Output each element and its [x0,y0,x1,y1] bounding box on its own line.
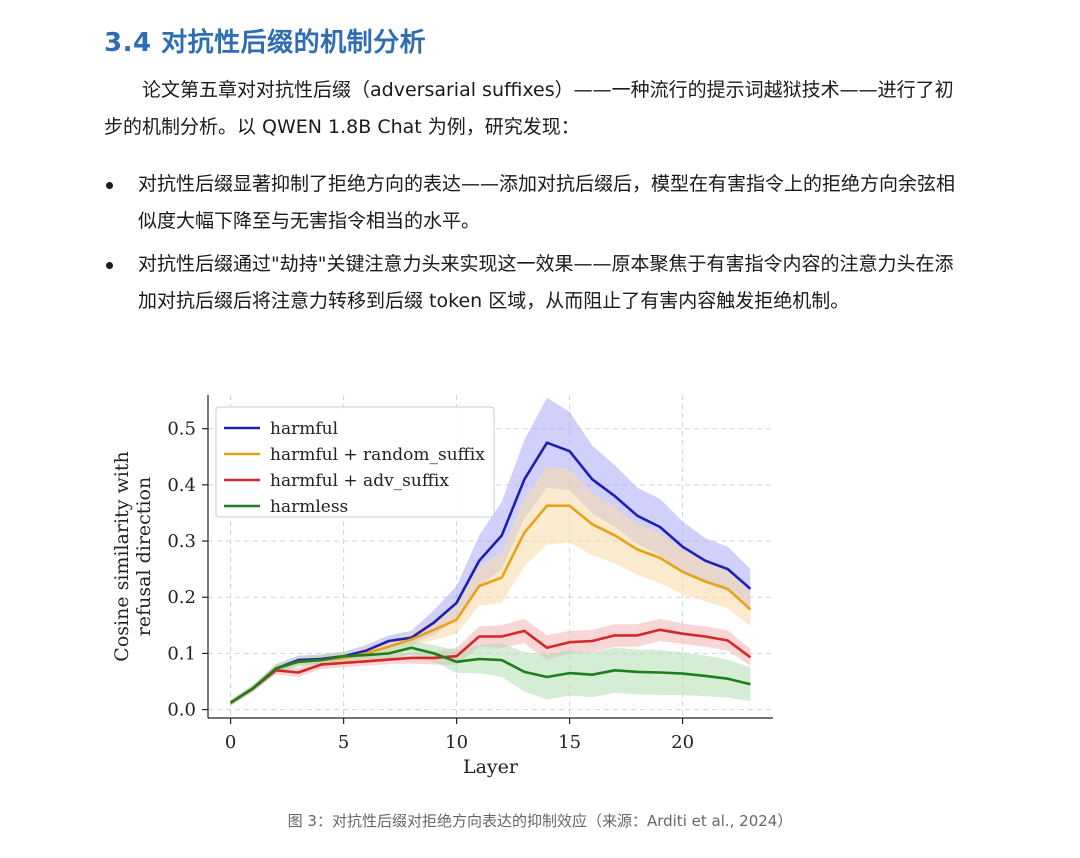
y-tick-label: 0.0 [167,700,196,721]
y-tick-label: 0.3 [167,531,196,552]
x-tick-label: 5 [338,732,349,753]
legend-entry: harmful [270,419,338,439]
finding-item: 对抗性后缀显著抑制了拒绝方向的表达——添加对抗后缀后，模型在有害指令上的拒绝方向… [104,166,964,240]
confidence-band [230,466,751,706]
confidence-band [230,397,751,706]
finding-text: 对抗性后缀显著抑制了拒绝方向的表达——添加对抗后缀后，模型在有害指令上的拒绝方向… [138,173,956,232]
section-heading: 3.4 对抗性后缀的机制分析 [104,28,427,58]
x-axis-label: Layer [463,756,519,778]
y-tick-label: 0.2 [167,587,196,608]
bullet-dot-icon [106,182,113,189]
legend-entry: harmful + random_suffix [270,445,485,465]
findings-list: 对抗性后缀显著抑制了拒绝方向的表达——添加对抗后缀后，模型在有害指令上的拒绝方向… [104,166,964,326]
intro-paragraph: 论文第五章对对抗性后缀（adversarial suffixes）——一种流行的… [104,72,964,146]
y-tick-label: 0.1 [167,643,196,664]
legend-box [215,406,495,518]
y-axis-label-line1: Cosine similarity with [111,451,133,661]
finding-text: 对抗性后缀通过"劫持"关键注意力头来实现这一效果——原本聚焦于有害指令内容的注意… [138,253,954,312]
y-tick-label: 0.5 [167,419,196,440]
x-tick-label: 0 [225,732,236,753]
x-tick-label: 20 [671,732,694,753]
intro-text: 论文第五章对对抗性后缀（adversarial suffixes）——一种流行的… [104,79,954,138]
series-line [229,646,751,704]
finding-item: 对抗性后缀通过"劫持"关键注意力头来实现这一效果——原本聚焦于有害指令内容的注意… [104,246,964,320]
x-tick-label: 15 [558,732,581,753]
legend-entry: harmful + adv_suffix [270,471,449,491]
legend-entry: harmless [270,497,348,517]
confidence-band [230,641,751,706]
line-chart: 0 5 10 15 20 0.0 0.1 0.2 0.3 0.4 0.5 Layer Cosine … [111,395,773,778]
confidence-band [230,618,751,706]
series-line [229,628,752,704]
figure-caption: 图 3：对抗性后缀对拒绝方向表达的抑制效应（来源：Arditi et al., … [287,812,793,830]
figure: 0 5 10 15 20 0.0 0.1 0.2 0.3 0.4 0.5 Layer Cosine … [100,380,800,790]
x-tick-label: 10 [445,732,468,753]
y-tick-label: 0.4 [167,475,196,496]
bullet-dot-icon [106,262,113,269]
y-axis-label-line2: refusal direction [133,477,155,636]
